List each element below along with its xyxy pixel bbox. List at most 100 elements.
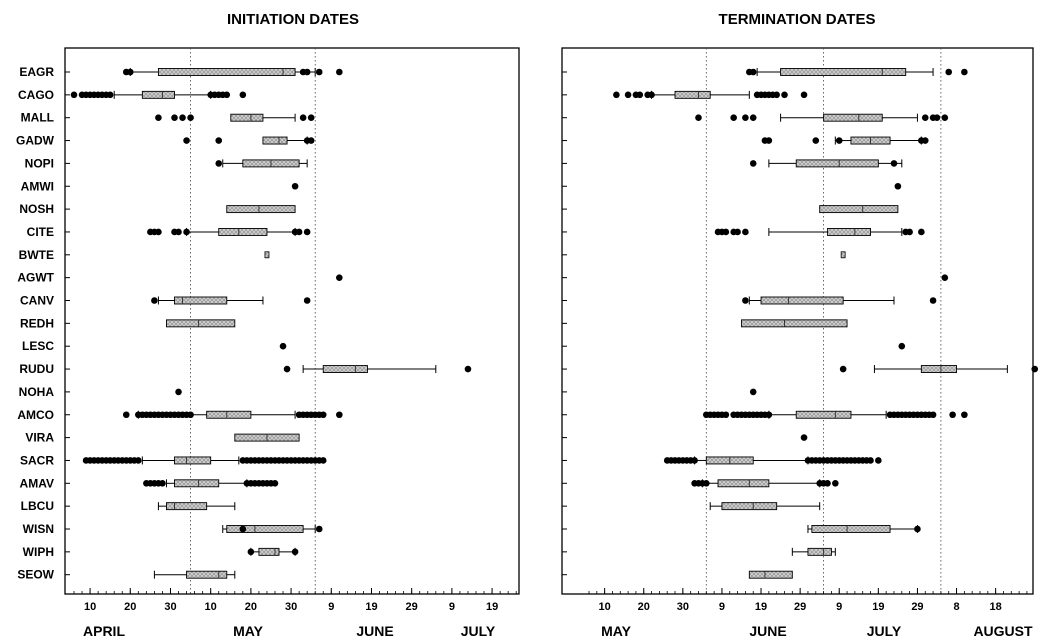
right-outlier-point [929, 297, 937, 304]
left-month-label: JULY [461, 623, 496, 639]
left-box-canv [174, 296, 228, 305]
left-x-tick-label: 20 [245, 601, 257, 613]
right-box-cago [674, 90, 711, 99]
right-outlier-point [749, 114, 757, 121]
right-outlier-point [722, 228, 730, 236]
right-outlier-point [941, 274, 949, 281]
right-box-wiph [807, 547, 832, 556]
right-box-redh [741, 319, 848, 328]
right-outlier-point [949, 411, 956, 419]
left-outlier-point [106, 91, 114, 99]
species-label: AMCO [17, 408, 54, 422]
right-chart-title: TERMINATION DATES [719, 11, 876, 28]
right-outlier-point [1031, 365, 1039, 373]
right-box-seow [748, 570, 793, 579]
left-x-tick-label: 9 [328, 601, 334, 613]
right-outlier-point [918, 228, 925, 236]
right-outlier-point [636, 91, 644, 99]
right-x-tick-label: 29 [794, 601, 806, 613]
left-outlier-point [247, 548, 255, 556]
left-outlier-point [175, 388, 182, 396]
right-box-nosh [819, 205, 899, 214]
left-outlier-point [336, 274, 343, 281]
right-outlier-point [695, 114, 702, 121]
right-outlier-point [898, 342, 906, 350]
left-outlier-point [283, 365, 291, 373]
right-outlier-point [742, 114, 749, 121]
left-outlier-point [279, 342, 287, 350]
left-box-cite [218, 227, 268, 236]
left-outlier-point [171, 114, 178, 121]
right-plot-frame [561, 47, 1034, 595]
right-outlier-point [812, 137, 820, 144]
species-label: CANV [20, 294, 54, 308]
right-outlier-point [749, 388, 757, 396]
left-box-redh [166, 319, 236, 328]
left-box-cago [141, 90, 175, 99]
right-box-amco [795, 410, 852, 419]
left-outlier-point [239, 91, 247, 99]
right-x-tick-label: 9 [719, 601, 725, 613]
left-outlier-point [319, 457, 327, 464]
right-outlier-point [703, 480, 710, 487]
right-outlier-point [921, 114, 929, 121]
right-x-tick-label: 9 [836, 601, 842, 613]
right-box-bwte [840, 251, 846, 259]
right-x-tick-label: 30 [677, 601, 689, 613]
right-outlier-point [722, 411, 730, 419]
species-label: RUDU [19, 362, 54, 376]
left-month-label: JUNE [356, 623, 393, 639]
right-outlier-point [941, 114, 949, 121]
left-outlier-point [183, 228, 190, 236]
left-outlier-point [271, 480, 279, 487]
right-outlier-point [914, 525, 921, 533]
right-month-label: JUNE [749, 623, 786, 639]
right-box-rudu [920, 365, 957, 373]
left-chart-title: INITIATION DATES [227, 11, 359, 28]
species-label: GADW [16, 134, 55, 148]
right-x-tick-label: 20 [638, 601, 650, 613]
left-outlier-point [175, 228, 182, 236]
left-outlier-point [215, 160, 223, 167]
right-x-tick-label: 29 [911, 601, 923, 613]
left-outlier-point [151, 297, 158, 304]
right-outlier-point [765, 137, 773, 144]
species-label: AGWT [17, 271, 54, 285]
right-outlier-point [800, 434, 808, 441]
left-outlier-point [155, 114, 162, 121]
right-month-label: AUGUST [973, 623, 1033, 639]
species-label: SACR [20, 453, 54, 467]
left-outlier-point [307, 114, 315, 121]
left-outlier-point [122, 411, 130, 419]
right-outlier-point [624, 91, 632, 99]
left-outlier-point [336, 68, 343, 76]
left-box-lbcu [166, 502, 208, 511]
right-outlier-point [734, 228, 741, 236]
left-outlier-point [315, 68, 323, 76]
left-outlier-point [223, 91, 231, 99]
left-box-wisn [226, 525, 304, 533]
right-x-tick-label: 19 [755, 601, 767, 613]
left-x-tick-label: 10 [84, 601, 96, 613]
right-x-tick-label: 8 [953, 601, 959, 613]
left-x-tick-label: 20 [124, 601, 136, 613]
species-label: EAGR [19, 65, 54, 79]
left-outlier-point [307, 137, 315, 144]
left-x-tick-label: 29 [406, 601, 418, 613]
left-box-amco [206, 410, 252, 419]
right-outlier-point [773, 91, 780, 99]
left-x-tick-label: 10 [205, 601, 217, 613]
left-outlier-point [135, 457, 142, 464]
right-outlier-point [749, 160, 757, 167]
right-outlier-point [835, 137, 843, 144]
left-box-rudu [322, 365, 368, 373]
left-month-label: APRIL [83, 623, 125, 639]
left-outlier-point [187, 411, 194, 419]
species-label: NOPI [25, 156, 54, 170]
species-label: SEOW [17, 568, 54, 582]
left-x-tick-label: 19 [365, 601, 377, 613]
species-label: NOHA [19, 385, 55, 399]
right-outlier-point [648, 91, 655, 99]
species-label: WISN [23, 522, 54, 536]
left-outlier-point [291, 548, 299, 556]
